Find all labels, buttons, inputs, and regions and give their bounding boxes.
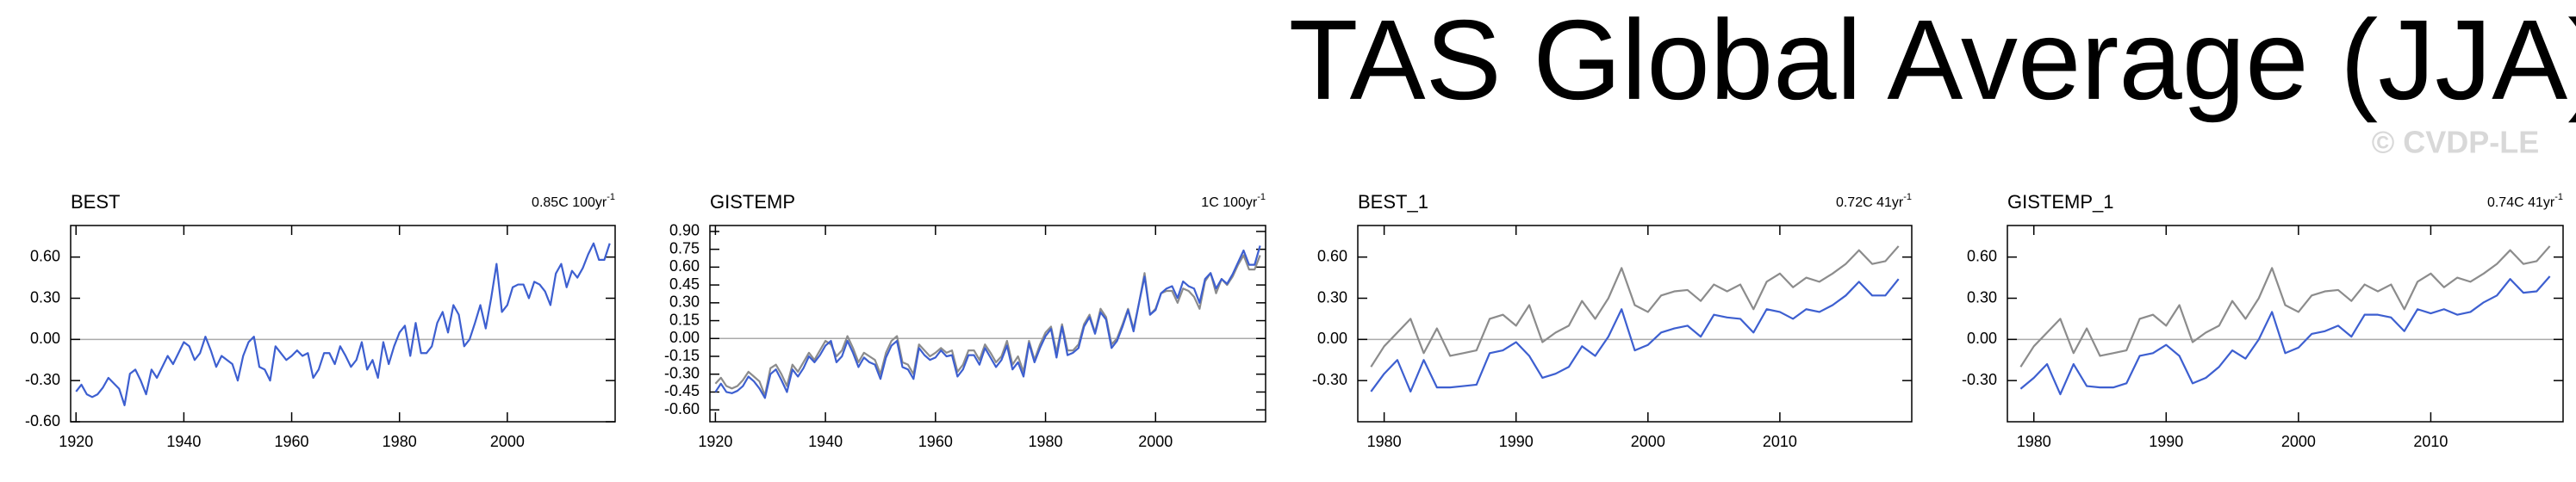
series-line bbox=[1370, 245, 1900, 368]
x-tick-label: 1980 bbox=[1367, 433, 1402, 450]
trend-label: 0.74C 41yr-1 bbox=[2487, 192, 2563, 210]
trend-exponent: -1 bbox=[2554, 192, 2563, 202]
y-tick-label: 0.45 bbox=[669, 275, 700, 293]
trend-text: 0.85C 100yr bbox=[532, 195, 607, 210]
y-tick-label: 0.00 bbox=[669, 329, 700, 346]
y-tick-label: 0.30 bbox=[1317, 288, 1347, 306]
series-line bbox=[2019, 275, 2551, 396]
y-tick-label: 0.00 bbox=[30, 330, 60, 347]
panel-title: GISTEMP bbox=[710, 191, 795, 213]
y-tick-label: -0.30 bbox=[25, 371, 60, 388]
y-tick-label: 0.00 bbox=[1317, 330, 1347, 347]
series-line bbox=[75, 242, 611, 406]
x-tick-label: 1920 bbox=[698, 433, 732, 450]
panel-title: BEST bbox=[71, 191, 120, 213]
y-tick-label: 0.15 bbox=[669, 311, 700, 328]
y-tick-label: 0.30 bbox=[669, 294, 700, 311]
y-tick-label: 0.60 bbox=[669, 257, 700, 275]
x-tick-label: 2000 bbox=[1138, 433, 1173, 450]
trend-exponent: -1 bbox=[1903, 192, 1912, 202]
y-tick-label: -0.60 bbox=[25, 412, 60, 429]
x-tick-label: 2000 bbox=[2281, 433, 2316, 450]
y-tick-label: 0.60 bbox=[1317, 247, 1347, 264]
series-line bbox=[1370, 278, 1900, 393]
trend-label: 1C 100yr-1 bbox=[1201, 192, 1266, 210]
plot-frame bbox=[709, 225, 1266, 423]
x-tick-label: 1990 bbox=[1499, 433, 1534, 450]
x-tick-label: 2000 bbox=[1631, 433, 1665, 450]
trend-text: 0.74C 41yr bbox=[2487, 195, 2555, 210]
trend-exponent: -1 bbox=[607, 192, 615, 202]
y-tick-label: -0.30 bbox=[1312, 371, 1347, 388]
trend-exponent: -1 bbox=[1257, 192, 1266, 202]
y-tick-label: -0.30 bbox=[664, 364, 700, 381]
y-tick-label: -0.15 bbox=[664, 347, 700, 364]
y-tick-label: 0.60 bbox=[30, 247, 60, 264]
series-line bbox=[2019, 245, 2551, 368]
x-tick-label: 2010 bbox=[2413, 433, 2448, 450]
series-line bbox=[714, 254, 1261, 397]
y-tick-label: 0.75 bbox=[669, 239, 700, 256]
y-tick-label: 0.90 bbox=[669, 222, 700, 239]
plot-frame bbox=[1357, 225, 1913, 423]
y-tick-label: -0.30 bbox=[1962, 371, 1997, 388]
x-tick-label: 1980 bbox=[383, 433, 417, 450]
x-tick-label: 2010 bbox=[1763, 433, 1797, 450]
x-tick-label: 1980 bbox=[1029, 433, 1063, 450]
x-tick-label: 1980 bbox=[2017, 433, 2051, 450]
x-tick-label: 1920 bbox=[59, 433, 93, 450]
trend-text: 0.72C 41yr bbox=[1836, 195, 1904, 210]
y-tick-label: 0.60 bbox=[1967, 247, 1997, 264]
watermark: © CVDP-LE bbox=[2372, 125, 2540, 160]
y-tick-label: 0.30 bbox=[30, 288, 60, 306]
x-tick-label: 1960 bbox=[275, 433, 309, 450]
x-tick-label: 1990 bbox=[2149, 433, 2183, 450]
page-title: TAS Global Average (JJA) bbox=[1289, 0, 2576, 123]
series-line bbox=[714, 245, 1261, 399]
y-tick-label: 0.00 bbox=[1967, 330, 1997, 347]
plot-frame bbox=[2007, 225, 2564, 423]
x-tick-label: 1960 bbox=[918, 433, 953, 450]
x-tick-label: 2000 bbox=[490, 433, 525, 450]
x-tick-label: 1940 bbox=[166, 433, 201, 450]
plot-frame bbox=[70, 225, 616, 423]
y-tick-label: -0.60 bbox=[664, 400, 700, 417]
x-tick-label: 1940 bbox=[808, 433, 843, 450]
panel-title: BEST_1 bbox=[1358, 191, 1428, 213]
trend-text: 1C 100yr bbox=[1201, 195, 1258, 210]
y-tick-label: 0.30 bbox=[1967, 288, 1997, 306]
y-tick-label: -0.45 bbox=[664, 382, 700, 399]
trend-label: 0.72C 41yr-1 bbox=[1836, 192, 1912, 210]
trend-label: 0.85C 100yr-1 bbox=[532, 192, 615, 210]
panel-title: GISTEMP_1 bbox=[2007, 191, 2113, 213]
